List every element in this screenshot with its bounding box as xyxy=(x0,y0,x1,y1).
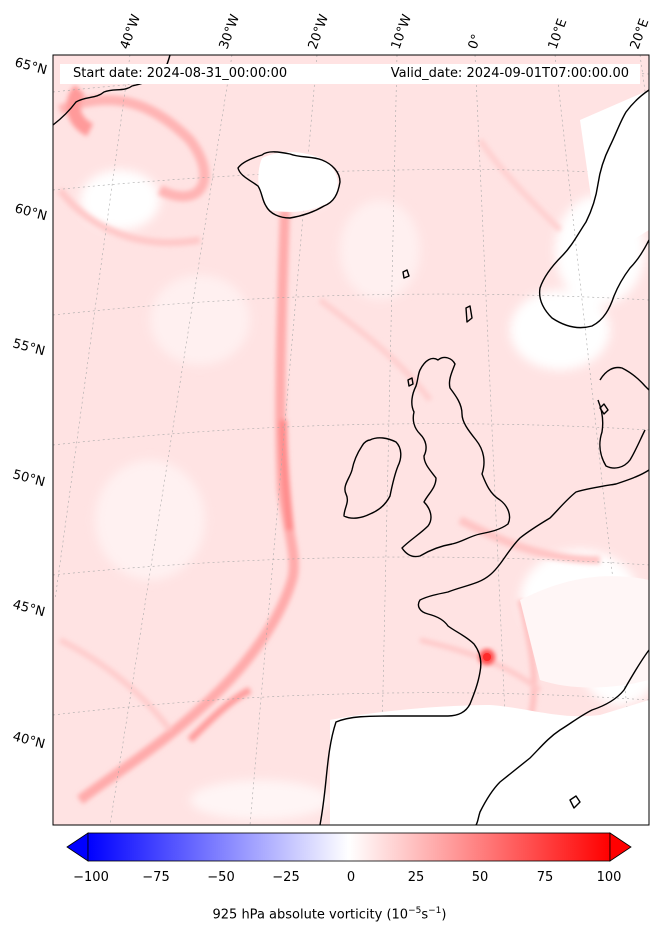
colorbar-tick: −100 xyxy=(73,870,109,885)
colorbar-tick: −75 xyxy=(142,870,170,885)
coast-denmark xyxy=(597,399,646,469)
colorbar-tick: −50 xyxy=(207,870,235,885)
vorticity-field xyxy=(53,55,649,825)
coastlines xyxy=(53,55,649,825)
colorbar-tick: 100 xyxy=(596,870,622,885)
colorbar-title-exp2: −1 xyxy=(428,906,442,916)
colorbar-title-end: ) xyxy=(441,907,447,923)
coast-norway xyxy=(538,89,649,329)
coast-continental-europe xyxy=(319,469,649,825)
coast-sweden xyxy=(599,366,649,391)
colorbar-title-mid: s xyxy=(421,907,429,923)
colorbar-low-extend xyxy=(66,832,89,862)
start-date-label: Start date: 2024-08-31_00:00:00 xyxy=(73,66,288,81)
colorbar-tick: 75 xyxy=(536,870,554,885)
coast-iceland xyxy=(237,151,341,219)
colorbar-title: 925 hPa absolute vorticity (10−5s−1) xyxy=(0,906,659,922)
colorbar-title-exp1: −5 xyxy=(408,906,422,916)
colorbar-title-main: 925 hPa absolute vorticity (10 xyxy=(212,907,409,923)
coast-ireland xyxy=(343,437,402,519)
colorbar-high-extend xyxy=(609,832,632,862)
coast-shetland xyxy=(465,305,473,323)
colorbar-tick: −25 xyxy=(272,870,300,885)
coast-faroe xyxy=(402,269,410,279)
vorticity-bands xyxy=(57,85,601,805)
vorticity-maximum-core xyxy=(483,653,491,661)
colorbar xyxy=(66,832,632,862)
coast-great-britain xyxy=(401,356,511,558)
colorbar-tick: 50 xyxy=(471,870,489,885)
coast-hebrides xyxy=(407,377,414,387)
land-areas xyxy=(258,90,649,825)
colorbar-gradient xyxy=(87,832,611,862)
map-frame xyxy=(52,54,650,826)
colorbar-tick: 25 xyxy=(407,870,425,885)
header-strip xyxy=(60,64,640,84)
colorbar-tick: 0 xyxy=(346,870,356,885)
coast-mediterranean xyxy=(475,649,649,825)
valid-date-label: Valid_date: 2024-09-01T07:00:00.00 xyxy=(390,66,629,81)
coast-danish-isles xyxy=(599,403,609,415)
gridlines xyxy=(53,55,649,825)
coast-balearic xyxy=(569,795,581,809)
